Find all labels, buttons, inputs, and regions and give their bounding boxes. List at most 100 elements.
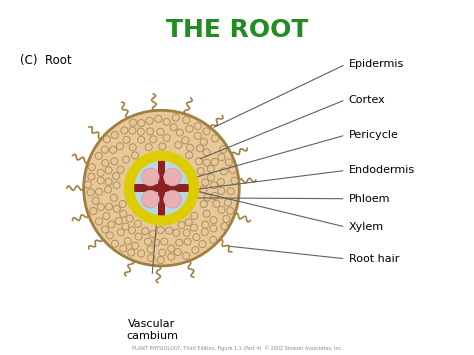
Circle shape — [225, 159, 232, 166]
Circle shape — [175, 141, 182, 148]
Polygon shape — [162, 184, 189, 192]
Circle shape — [110, 194, 118, 201]
Circle shape — [155, 115, 162, 122]
Circle shape — [211, 135, 219, 142]
Circle shape — [131, 158, 191, 218]
Circle shape — [111, 240, 118, 247]
Circle shape — [200, 186, 207, 193]
Circle shape — [187, 144, 194, 151]
Circle shape — [194, 122, 201, 130]
Circle shape — [195, 158, 202, 165]
Circle shape — [142, 168, 159, 186]
Circle shape — [203, 128, 210, 135]
Circle shape — [199, 241, 206, 248]
Circle shape — [132, 242, 139, 249]
Circle shape — [109, 146, 117, 153]
Circle shape — [145, 238, 151, 245]
Circle shape — [163, 134, 170, 141]
Circle shape — [161, 238, 168, 245]
Circle shape — [159, 143, 166, 150]
Circle shape — [183, 229, 190, 236]
Circle shape — [224, 199, 231, 206]
Circle shape — [213, 200, 220, 207]
Text: THE ROOT: THE ROOT — [166, 18, 308, 42]
Circle shape — [119, 201, 127, 208]
Circle shape — [210, 182, 218, 189]
Circle shape — [197, 168, 204, 175]
Circle shape — [90, 207, 97, 214]
Circle shape — [137, 136, 145, 143]
Circle shape — [210, 217, 217, 224]
Circle shape — [168, 245, 175, 252]
Circle shape — [227, 207, 234, 214]
Circle shape — [101, 146, 108, 153]
Circle shape — [220, 146, 227, 153]
Circle shape — [127, 154, 196, 223]
Circle shape — [149, 230, 156, 237]
Circle shape — [92, 197, 99, 204]
Circle shape — [145, 144, 152, 151]
Circle shape — [170, 124, 177, 131]
Circle shape — [113, 181, 120, 189]
Circle shape — [129, 144, 137, 151]
Text: (C)  Root: (C) Root — [20, 54, 72, 67]
Circle shape — [111, 158, 118, 165]
Circle shape — [173, 229, 180, 236]
Circle shape — [223, 215, 230, 223]
Text: Pericycle: Pericycle — [348, 130, 399, 140]
Circle shape — [208, 174, 214, 181]
Circle shape — [142, 228, 149, 235]
Circle shape — [137, 128, 144, 135]
Text: Endodermis: Endodermis — [348, 165, 415, 175]
Circle shape — [186, 125, 193, 132]
Circle shape — [84, 110, 239, 266]
Circle shape — [135, 233, 142, 240]
Circle shape — [184, 238, 191, 245]
Circle shape — [122, 223, 129, 230]
Circle shape — [218, 187, 225, 195]
Text: Cortex: Cortex — [348, 95, 385, 105]
Circle shape — [202, 221, 209, 228]
Text: Root hair: Root hair — [348, 254, 399, 264]
Circle shape — [131, 152, 138, 159]
Circle shape — [126, 215, 133, 222]
Circle shape — [159, 249, 166, 256]
Circle shape — [204, 194, 211, 201]
Circle shape — [182, 252, 190, 259]
Circle shape — [163, 118, 170, 125]
Circle shape — [218, 179, 224, 186]
Circle shape — [218, 154, 225, 161]
Circle shape — [138, 120, 145, 127]
Circle shape — [165, 227, 173, 234]
Circle shape — [129, 119, 137, 126]
Polygon shape — [157, 160, 165, 188]
Circle shape — [178, 222, 185, 229]
Circle shape — [88, 173, 95, 180]
Circle shape — [168, 253, 175, 260]
Circle shape — [117, 229, 124, 236]
Circle shape — [117, 143, 124, 150]
Circle shape — [102, 159, 109, 166]
Circle shape — [157, 257, 164, 264]
Polygon shape — [134, 184, 162, 192]
Circle shape — [95, 218, 102, 225]
Circle shape — [203, 159, 210, 166]
Circle shape — [203, 210, 210, 217]
Circle shape — [183, 116, 190, 124]
Circle shape — [106, 232, 113, 239]
Text: Phloem: Phloem — [348, 194, 390, 204]
Circle shape — [194, 132, 201, 140]
Circle shape — [112, 173, 119, 180]
Circle shape — [120, 245, 127, 252]
Circle shape — [157, 184, 166, 193]
Circle shape — [97, 203, 104, 211]
Circle shape — [150, 136, 157, 143]
Circle shape — [176, 239, 183, 246]
Circle shape — [231, 177, 238, 184]
Circle shape — [211, 158, 219, 165]
Circle shape — [203, 149, 210, 156]
Text: Vascular
cambium: Vascular cambium — [126, 319, 178, 340]
Circle shape — [123, 136, 130, 143]
Circle shape — [88, 164, 95, 171]
Circle shape — [106, 203, 112, 210]
